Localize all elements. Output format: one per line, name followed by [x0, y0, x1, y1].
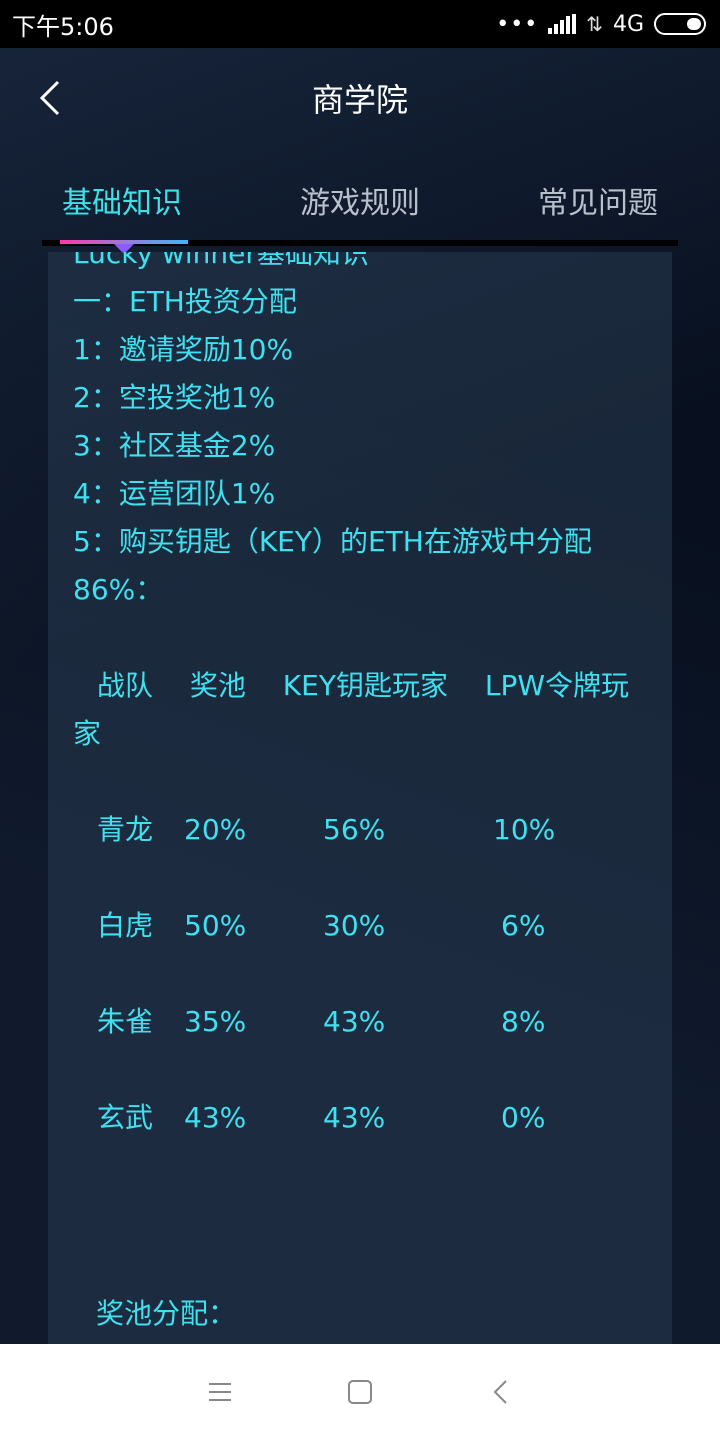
team-name: 白虎: [97, 909, 154, 942]
lpw-share: 8%: [501, 1005, 546, 1038]
data-transfer-icon: ⇅: [586, 12, 603, 36]
table-row: 青龙 20% 56% 10%: [73, 806, 633, 902]
tab-caret-icon: [114, 244, 134, 254]
key-share: 56%: [323, 813, 386, 846]
list-item: 3：社区基金2%: [73, 429, 276, 462]
network-type: 4G: [612, 11, 644, 37]
tab-game-rules[interactable]: 游戏规则: [300, 186, 420, 221]
section-title: 一：ETH投资分配: [73, 285, 297, 318]
list-item: 4：运营团队1%: [73, 477, 276, 510]
status-icons: ••• ⇅ 4G: [496, 12, 706, 37]
article-heading: Lucky winner基础知识: [73, 252, 369, 270]
pool-share: 20%: [184, 813, 247, 846]
chevron-left-icon: [39, 80, 60, 116]
home-square-icon: [348, 1380, 372, 1404]
pool-share: 43%: [184, 1101, 247, 1134]
team-name: 朱雀: [97, 1005, 154, 1038]
key-share: 43%: [323, 1101, 386, 1134]
signal-icon: [548, 14, 577, 34]
menu-icon: [209, 1383, 231, 1401]
lpw-share: 0%: [501, 1101, 546, 1134]
key-share: 43%: [323, 1005, 386, 1038]
status-bar: 下午5:06 ••• ⇅ 4G: [0, 0, 720, 48]
status-time: 下午5:06: [12, 12, 114, 41]
list-item: 5：购买钥匙（KEY）的ETH在游戏中分配86%：: [73, 525, 592, 606]
table-row: 白虎 50% 30% 6%: [73, 902, 633, 998]
menu-button[interactable]: [190, 1362, 250, 1422]
pool-share: 35%: [184, 1005, 247, 1038]
page-title: 商学院: [311, 81, 408, 119]
article-content: Lucky winner基础知识 一：ETH投资分配 1：邀请奖励10% 2：空…: [73, 252, 633, 1190]
header: 商学院: [0, 48, 720, 148]
pool-share: 50%: [184, 909, 247, 942]
article-panel[interactable]: Lucky winner基础知识 一：ETH投资分配 1：邀请奖励10% 2：空…: [48, 252, 672, 1344]
table-row: 玄武 43% 43% 0%: [73, 1094, 633, 1190]
pool-distribution-title: 奖池分配：: [96, 1297, 237, 1330]
list-item: 2：空投奖池1%: [73, 381, 276, 414]
system-nav-bar: [0, 1344, 720, 1440]
nav-back-button[interactable]: [470, 1362, 530, 1422]
battery-icon: [654, 13, 706, 35]
tab-bar: 基础知识 游戏规则 常见问题: [42, 160, 678, 246]
lpw-share: 10%: [493, 813, 556, 846]
back-arrow-icon: [493, 1380, 507, 1404]
table-row: 朱雀 35% 43% 8%: [73, 998, 633, 1094]
back-button[interactable]: [30, 78, 70, 118]
lpw-share: 6%: [501, 909, 546, 942]
table-header: 战队 奖池 KEY钥匙玩家 LPW令牌玩家: [73, 669, 630, 750]
more-dots-icon: •••: [496, 11, 539, 37]
team-name: 青龙: [97, 813, 154, 846]
tab-indicator: [60, 240, 188, 244]
home-button[interactable]: [330, 1362, 390, 1422]
list-item: 1：邀请奖励10%: [73, 333, 294, 366]
key-share: 30%: [323, 909, 386, 942]
team-name: 玄武: [97, 1101, 154, 1134]
tab-faq[interactable]: 常见问题: [538, 186, 658, 221]
tab-basics[interactable]: 基础知识: [62, 186, 182, 221]
